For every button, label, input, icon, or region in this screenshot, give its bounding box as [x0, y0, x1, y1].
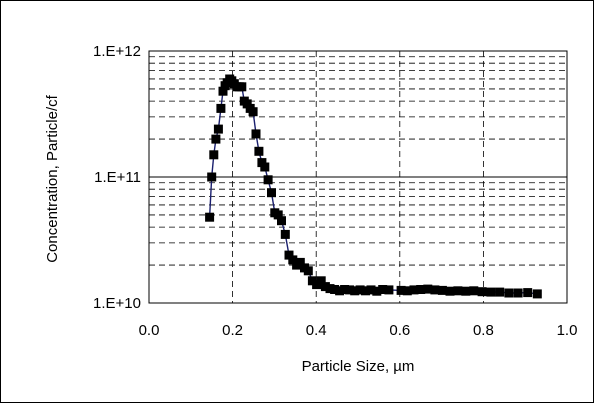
data-point: [330, 285, 340, 294]
data-point: [316, 276, 326, 286]
data-point: [504, 288, 514, 298]
marker-layer: [205, 74, 542, 299]
x-tick-label: 1.0: [557, 322, 578, 339]
data-point: [260, 162, 270, 172]
data-point: [218, 86, 228, 96]
data-point: [211, 134, 221, 144]
series-layer: [208, 77, 538, 295]
data-point: [409, 285, 419, 295]
data-point: [205, 212, 215, 222]
data-point: [277, 216, 286, 226]
data-point: [248, 107, 258, 117]
data-point: [378, 285, 388, 294]
data-point: [335, 286, 345, 296]
data-point: [213, 124, 223, 134]
data-point: [495, 287, 505, 297]
data-point: [267, 188, 276, 198]
data-point: [445, 286, 455, 296]
data-point: [273, 210, 283, 220]
y-tick-label: 1.E+11: [94, 169, 141, 186]
data-point: [350, 286, 360, 296]
series-line: [208, 77, 538, 295]
data-point: [237, 82, 247, 92]
x-tick-label: 0.8: [473, 322, 494, 339]
x-tick-label: 0.6: [389, 322, 410, 339]
data-point: [288, 255, 298, 265]
y-tick-label: 1.E+10: [93, 295, 141, 312]
data-point: [320, 282, 330, 292]
data-point: [437, 285, 447, 295]
data-point: [477, 287, 487, 297]
data-point: [361, 286, 370, 296]
tick-labels: 0.0 0.2 0.4 0.6 0.8 1.0 1.E+10 1.E+11 1.E+12: [93, 43, 577, 339]
data-point: [207, 172, 217, 182]
data-point: [284, 250, 294, 260]
data-point: [384, 285, 394, 295]
data-point: [355, 285, 365, 295]
data-point: [469, 286, 479, 296]
data-point: [532, 289, 542, 299]
y-tick-label: 1.E+12: [93, 43, 141, 60]
x-tick-label: 0.4: [306, 322, 327, 339]
data-point: [312, 280, 322, 290]
data-point: [523, 288, 533, 298]
data-point: [280, 229, 290, 239]
data-point: [423, 284, 433, 294]
data-point: [254, 146, 264, 156]
data-point: [416, 285, 426, 294]
data-point: [486, 287, 496, 297]
data-point: [461, 286, 471, 296]
data-point: [295, 257, 305, 267]
data-point: [325, 284, 335, 294]
data-point: [251, 129, 261, 139]
x-axis-label: Particle Size, µm: [302, 358, 415, 375]
y-axis-label: Concentration, Particle/cf: [44, 94, 61, 262]
data-point: [402, 286, 412, 296]
data-point: [340, 285, 350, 294]
data-point: [366, 285, 376, 295]
data-point: [216, 103, 226, 113]
data-point: [209, 150, 219, 160]
data-point: [513, 288, 523, 298]
data-point: [345, 285, 355, 295]
data-point: [396, 285, 406, 295]
x-tick-label: 0.2: [222, 322, 243, 339]
data-point: [263, 175, 273, 185]
data-point: [303, 266, 313, 276]
data-point: [453, 286, 463, 296]
plot-frame: [148, 50, 568, 304]
x-tick-label: 0.0: [139, 322, 160, 339]
data-point: [430, 285, 440, 295]
data-point: [372, 286, 382, 296]
